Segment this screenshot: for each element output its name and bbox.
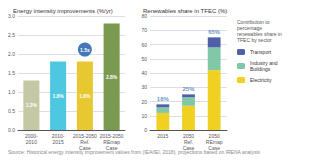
svg-text:Electricity: Electricity — [250, 77, 272, 83]
svg-text:70: 70 — [141, 27, 147, 33]
svg-text:10: 10 — [141, 113, 147, 119]
svg-text:1.3%: 1.3% — [26, 102, 38, 108]
svg-text:2.0: 2.0 — [8, 51, 15, 57]
svg-text:2.5: 2.5 — [8, 32, 15, 38]
svg-text:0: 0 — [144, 127, 147, 133]
svg-text:TFEC by sector: TFEC by sector — [237, 37, 272, 43]
svg-text:2015-2050: 2015-2050 — [99, 133, 124, 139]
svg-text:2015: 2015 — [53, 139, 64, 145]
svg-text:2015: 2015 — [157, 133, 168, 139]
svg-text:1.0: 1.0 — [8, 89, 15, 95]
svg-text:Contribution to: Contribution to — [237, 19, 270, 25]
svg-text:Energy intensity improvements: Energy intensity improvements (%/yr) — [13, 8, 113, 14]
svg-text:2015-2050: 2015-2050 — [72, 133, 97, 139]
svg-text:40: 40 — [141, 70, 147, 76]
svg-text:percentage: percentage — [237, 25, 262, 31]
svg-text:0.5: 0.5 — [8, 108, 15, 114]
svg-text:20: 20 — [141, 99, 147, 105]
svg-text:2050: 2050 — [182, 133, 195, 139]
svg-text:Ref.: Ref. — [80, 139, 90, 145]
svg-text:18%: 18% — [157, 96, 170, 102]
svg-text:REmap: REmap — [103, 139, 120, 145]
svg-text:30: 30 — [141, 84, 147, 90]
svg-text:Ref.: Ref. — [183, 139, 194, 145]
svg-text:REmap: REmap — [205, 139, 223, 145]
svg-text:Buildings: Buildings — [250, 66, 271, 72]
svg-text:25%: 25% — [182, 86, 195, 92]
svg-text:2000-: 2000- — [25, 133, 38, 139]
svg-text:50: 50 — [141, 56, 147, 62]
svg-text:1.8%: 1.8% — [79, 93, 91, 99]
svg-text:60: 60 — [141, 42, 147, 48]
svg-text:1.8%: 1.8% — [52, 93, 64, 99]
svg-text:renewables share in: renewables share in — [237, 31, 282, 37]
svg-text:2010-: 2010- — [51, 133, 65, 139]
svg-text:Transport: Transport — [250, 49, 272, 55]
svg-text:1.5: 1.5 — [8, 70, 15, 76]
svg-text:65%: 65% — [208, 29, 221, 35]
svg-text:2050: 2050 — [208, 133, 220, 139]
svg-text:3.0: 3.0 — [8, 13, 15, 19]
svg-text:Industry and: Industry and — [250, 60, 278, 66]
svg-text:1.5x: 1.5x — [80, 47, 90, 53]
svg-text:Source: Historical energy inte: Source: Historical energy intensity impr… — [8, 149, 261, 155]
svg-text:2010: 2010 — [26, 139, 37, 145]
svg-text:2.8%: 2.8% — [106, 74, 118, 80]
svg-text:Renewables share in TFEC (%): Renewables share in TFEC (%) — [143, 8, 227, 14]
svg-text:80: 80 — [141, 13, 147, 19]
svg-text:0.0: 0.0 — [8, 127, 15, 133]
